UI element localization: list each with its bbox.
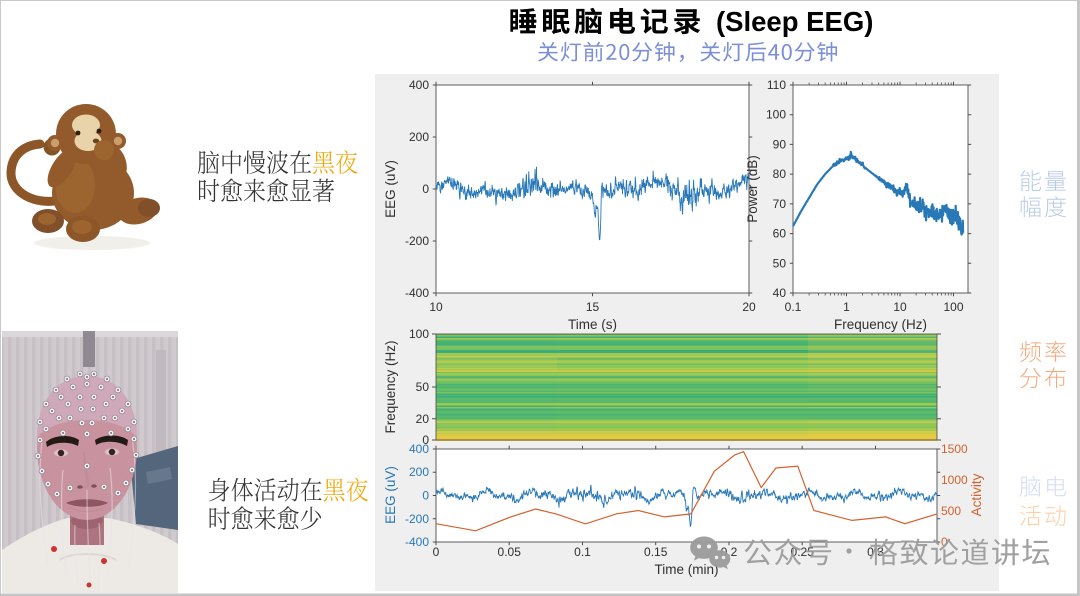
- svg-text:200: 200: [409, 465, 429, 479]
- svg-text:0.1: 0.1: [785, 300, 802, 314]
- svg-text:110: 110: [767, 78, 786, 92]
- svg-text:100: 100: [409, 327, 429, 341]
- svg-text:0: 0: [422, 433, 429, 447]
- svg-text:Power (dB): Power (dB): [745, 155, 760, 223]
- svg-text:-200: -200: [405, 512, 429, 526]
- svg-text:10: 10: [893, 300, 907, 314]
- svg-text:10: 10: [429, 300, 443, 314]
- svg-text:(Sleep EEG): (Sleep EEG): [716, 6, 873, 37]
- svg-text:Frequency (Hz): Frequency (Hz): [834, 317, 927, 332]
- svg-text:0: 0: [941, 535, 948, 549]
- svg-text:Frequency (Hz): Frequency (Hz): [383, 340, 398, 433]
- svg-text:0.05: 0.05: [498, 545, 522, 559]
- svg-text:1500: 1500: [941, 442, 968, 456]
- svg-text:100: 100: [766, 108, 786, 122]
- svg-text:50: 50: [773, 256, 787, 270]
- svg-text:400: 400: [409, 78, 429, 92]
- svg-text:200: 200: [409, 130, 429, 144]
- svg-text:0.15: 0.15: [644, 545, 668, 559]
- svg-text:20: 20: [416, 412, 430, 426]
- svg-text:Time (s): Time (s): [568, 317, 617, 332]
- svg-text:0: 0: [433, 545, 440, 559]
- svg-text:20: 20: [742, 300, 756, 314]
- svg-text:100: 100: [943, 300, 963, 314]
- svg-text:15: 15: [586, 300, 600, 314]
- svg-text:-200: -200: [405, 234, 429, 248]
- svg-text:400: 400: [409, 442, 429, 456]
- svg-text:0.1: 0.1: [574, 545, 591, 559]
- svg-text:1: 1: [843, 300, 850, 314]
- svg-text:500: 500: [941, 504, 961, 518]
- svg-text:-400: -400: [405, 535, 429, 549]
- svg-text:Activity: Activity: [969, 473, 984, 516]
- svg-text:EEG (uV): EEG (uV): [383, 160, 398, 218]
- svg-text:0: 0: [422, 182, 429, 196]
- svg-text:1000: 1000: [941, 473, 968, 487]
- svg-text:EEG (uV): EEG (uV): [383, 466, 398, 524]
- svg-text:-400: -400: [405, 286, 429, 300]
- svg-text:Time (min): Time (min): [655, 562, 719, 577]
- svg-text:80: 80: [773, 167, 787, 181]
- svg-text:0: 0: [422, 489, 429, 503]
- svg-text:40: 40: [773, 286, 787, 300]
- svg-text:70: 70: [773, 197, 787, 211]
- svg-text:50: 50: [416, 380, 430, 394]
- svg-text:90: 90: [773, 137, 787, 151]
- svg-text:60: 60: [773, 227, 787, 241]
